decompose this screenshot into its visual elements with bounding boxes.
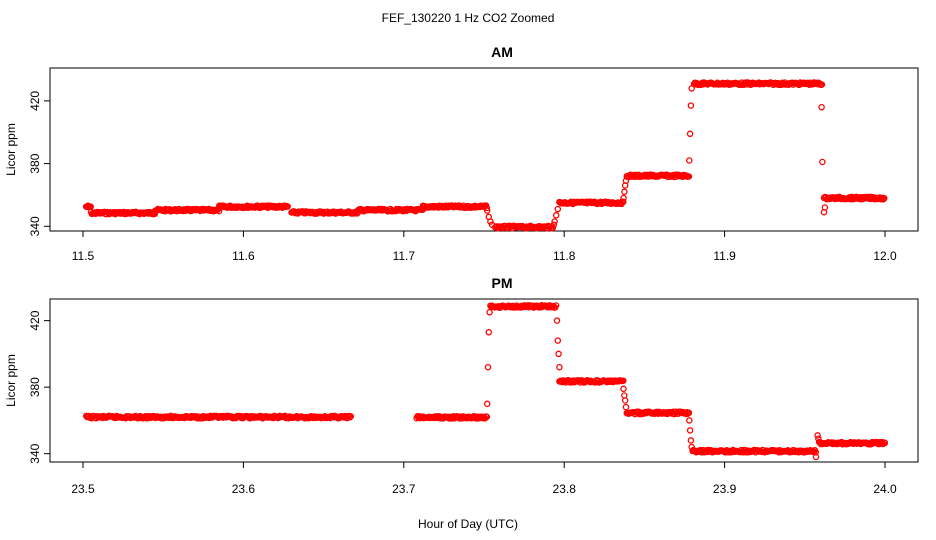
panel-title: AM xyxy=(491,44,513,60)
data-point xyxy=(881,195,888,202)
data-point xyxy=(483,207,491,214)
data-point xyxy=(552,212,560,219)
x-tick-label: 24.0 xyxy=(873,482,897,496)
y-tick-label: 340 xyxy=(28,443,42,463)
panels-group: AM Licor ppm 11.5 11.6 11.7 11.8 11.9 12.0 340 38… xyxy=(4,44,919,496)
data-point xyxy=(284,203,291,210)
data-point xyxy=(685,409,693,417)
data-point xyxy=(686,130,694,138)
data-point xyxy=(686,417,693,424)
data-point xyxy=(688,85,695,92)
y-tick-label: 420 xyxy=(28,91,42,111)
data-point xyxy=(553,317,561,324)
x-tick-label: 23.5 xyxy=(71,482,95,496)
x-tick-label: 11.5 xyxy=(72,249,95,263)
data-point xyxy=(554,337,562,344)
x-tick-label: 12.0 xyxy=(873,249,897,263)
x-tick-label: 11.8 xyxy=(553,249,576,263)
data-point xyxy=(554,205,562,213)
data-point xyxy=(486,309,493,316)
data-point xyxy=(818,81,826,88)
panel-title: PM xyxy=(492,275,513,291)
data-point xyxy=(880,195,887,203)
data-point xyxy=(555,350,562,358)
data-point xyxy=(621,392,628,399)
data-point xyxy=(685,173,693,180)
data-points xyxy=(82,302,889,461)
x-tick-label: 23.8 xyxy=(553,482,577,496)
plot-frame xyxy=(49,298,919,463)
data-point xyxy=(620,198,627,206)
data-point xyxy=(814,432,821,439)
data-point xyxy=(818,103,825,111)
data-point xyxy=(549,224,557,231)
data-point xyxy=(488,221,496,228)
y-tick-label: 420 xyxy=(28,310,42,330)
y-axis-label: Licor ppm xyxy=(4,354,18,407)
data-point xyxy=(819,158,826,166)
x-tick-label: 23.9 xyxy=(713,482,737,496)
data-point xyxy=(551,218,558,225)
data-point xyxy=(556,363,563,371)
data-point xyxy=(688,443,695,451)
data-point xyxy=(687,437,695,444)
x-tick-label: 11.9 xyxy=(713,249,736,263)
data-point xyxy=(620,385,627,393)
data-points xyxy=(82,79,888,232)
data-point xyxy=(620,194,627,202)
data-point xyxy=(686,157,693,164)
data-point xyxy=(686,427,694,434)
data-point xyxy=(347,413,355,420)
data-point xyxy=(812,453,820,461)
panel-pm: PM Licor ppm 23.5 23.6 23.7 23.8 23.9 24.0 340 38… xyxy=(4,275,919,496)
data-point xyxy=(621,188,628,196)
data-point xyxy=(621,397,629,404)
data-point xyxy=(684,410,692,417)
x-axis-label: Hour of Day (UTC) xyxy=(418,517,518,531)
data-point xyxy=(483,413,491,421)
data-point xyxy=(483,400,491,408)
data-point xyxy=(622,177,630,185)
data-point xyxy=(821,204,829,211)
data-point xyxy=(687,102,695,109)
x-tick-label: 11.6 xyxy=(232,249,255,263)
data-point xyxy=(483,204,491,212)
data-point xyxy=(622,403,630,411)
data-point xyxy=(485,329,493,336)
data-point xyxy=(620,377,627,384)
y-tick-label: 380 xyxy=(28,153,42,173)
figure-title: FEF_130220 1 Hz CO2 Zoomed xyxy=(382,11,555,25)
x-tick-label: 23.7 xyxy=(392,482,416,496)
data-point xyxy=(346,413,354,421)
x-tick-label: 23.6 xyxy=(232,482,256,496)
data-point xyxy=(552,302,560,309)
data-point xyxy=(487,218,494,225)
y-tick-label: 380 xyxy=(28,377,42,397)
y-tick-label: 340 xyxy=(28,216,42,236)
y-axis-label: Licor ppm xyxy=(4,123,18,176)
data-point xyxy=(881,439,889,447)
plot-frame xyxy=(49,67,919,232)
data-point xyxy=(815,435,822,442)
x-tick-label: 11.7 xyxy=(393,249,416,263)
data-point xyxy=(484,363,492,371)
data-point xyxy=(550,221,558,228)
panel-am: AM Licor ppm 11.5 11.6 11.7 11.8 11.9 12.0 340 38… xyxy=(4,44,919,263)
